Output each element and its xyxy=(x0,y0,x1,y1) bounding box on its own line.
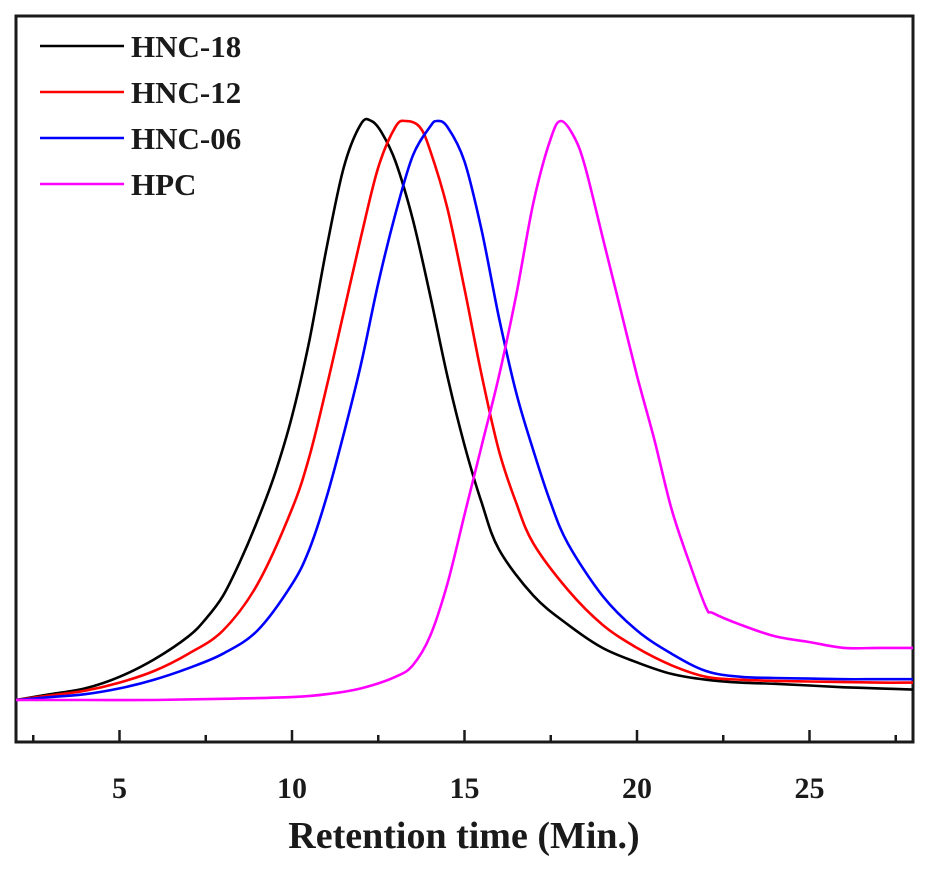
x-tick-label: 15 xyxy=(450,772,480,805)
x-tick-label: 25 xyxy=(795,772,825,805)
x-axis-tick-labels: 5 10 15 20 25 xyxy=(112,772,825,805)
series-line-hnc-18 xyxy=(15,117,914,702)
legend-label-hnc-06: HNC-06 xyxy=(131,121,241,156)
series-line-hnc-12 xyxy=(15,119,914,702)
legend-label-hnc-12: HNC-12 xyxy=(131,75,241,110)
x-tick-label: 20 xyxy=(622,772,652,805)
series-line-hpc xyxy=(16,119,913,702)
x-tick-label: 10 xyxy=(277,772,307,805)
x-axis-ticks xyxy=(32,730,897,742)
x-tick-label: 5 xyxy=(112,772,127,805)
legend: HNC-18 HNC-12 HNC-06 HPC xyxy=(40,29,241,202)
series-line-hnc-06 xyxy=(15,119,913,702)
curves xyxy=(15,117,914,702)
x-axis-title: Retention time (Min.) xyxy=(288,815,639,857)
legend-label-hpc: HPC xyxy=(131,167,196,202)
legend-label-hnc-18: HNC-18 xyxy=(131,29,241,64)
